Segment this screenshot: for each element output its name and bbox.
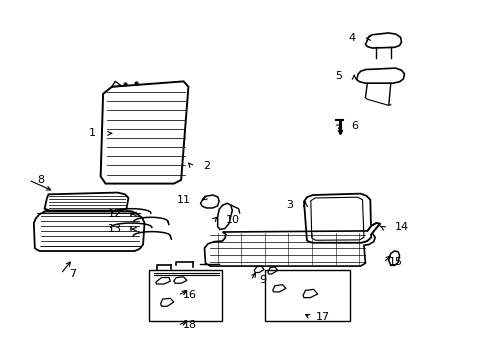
Text: 16: 16 [183,291,197,301]
Text: 9: 9 [259,275,266,285]
Text: 15: 15 [388,257,402,267]
Text: 7: 7 [69,269,76,279]
Polygon shape [366,223,379,234]
Text: 13: 13 [107,224,122,234]
Text: 8: 8 [37,175,44,185]
Bar [149,270,221,320]
Text: 3: 3 [285,200,293,210]
Text: 5: 5 [334,71,341,81]
Text: 12: 12 [107,209,122,219]
Text: 1: 1 [89,129,96,138]
Text: 4: 4 [348,33,355,43]
Text: 11: 11 [177,195,190,205]
Text: 18: 18 [183,320,197,330]
Text: 10: 10 [225,215,240,225]
Text: 6: 6 [350,121,357,131]
Bar [264,270,349,320]
Text: 2: 2 [203,161,210,171]
Text: 17: 17 [315,312,329,322]
Text: 14: 14 [394,222,408,232]
